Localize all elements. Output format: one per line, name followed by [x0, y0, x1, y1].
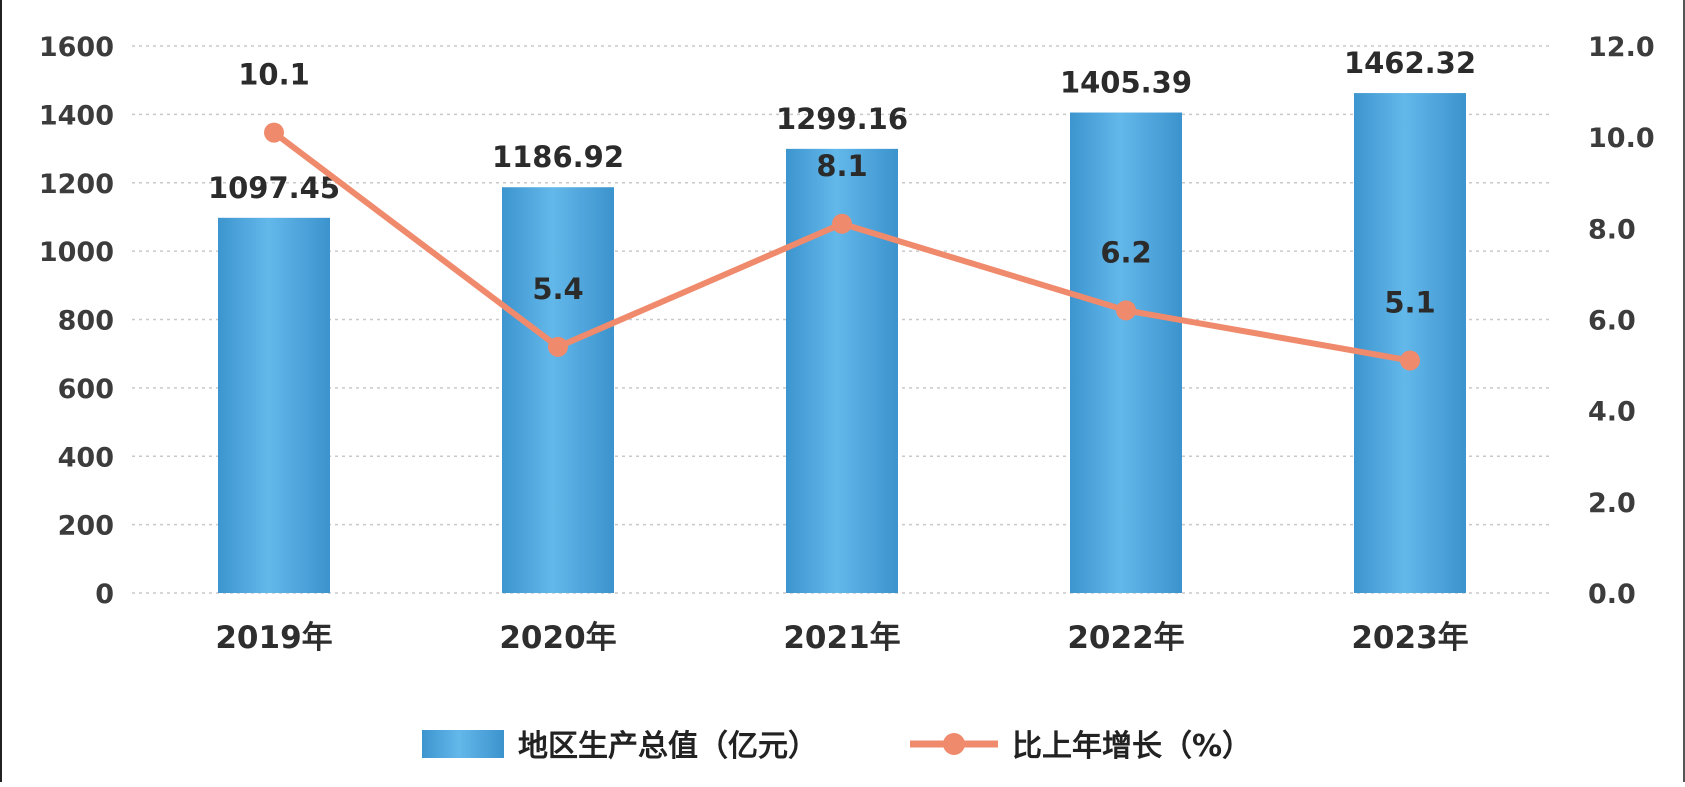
- legend-bar-swatch: [422, 730, 504, 758]
- left-y-axis: 0 200 400 600 800 1000 1200 1400 1600: [39, 32, 114, 610]
- left-tick-label: 1000: [39, 237, 114, 268]
- bar-series: 1097.45 1186.92 1299.16 1405.39 1462.32: [208, 46, 1476, 594]
- line-series: 10.1 5.4 8.1 6.2 5.1: [238, 58, 1436, 371]
- bar-data-label: 1462.32: [1344, 46, 1476, 80]
- left-tick-label: 1400: [39, 100, 114, 131]
- category-label: 2023年: [1351, 620, 1468, 656]
- line-data-label: 5.4: [532, 272, 583, 306]
- left-tick-label: 1200: [39, 169, 114, 200]
- gridlines: [132, 45, 1552, 594]
- line-point: [264, 122, 284, 143]
- bar-data-label: 1186.92: [492, 140, 624, 174]
- right-tick-label: 4.0: [1588, 397, 1636, 428]
- legend-bar-label: 地区生产总值（亿元）: [518, 729, 818, 764]
- left-tick-label: 800: [58, 306, 114, 337]
- category-label: 2021年: [783, 620, 900, 656]
- category-label: 2020年: [499, 620, 616, 656]
- legend: 地区生产总值（亿元） 比上年增长（%）: [422, 729, 1252, 764]
- right-tick-label: 12.0: [1588, 32, 1655, 63]
- bar: [1354, 93, 1466, 594]
- left-tick-label: 0: [95, 579, 114, 610]
- legend-line-marker: [943, 733, 965, 755]
- right-tick-label: 10.0: [1588, 123, 1655, 154]
- bar-data-label: 1405.39: [1060, 66, 1192, 100]
- x-axis: 2019年 2020年 2021年 2022年 2023年: [215, 620, 1468, 656]
- bar: [502, 187, 614, 593]
- right-tick-label: 0.0: [1588, 579, 1636, 610]
- line-data-label: 5.1: [1384, 286, 1435, 320]
- right-tick-label: 2.0: [1588, 488, 1636, 519]
- line-point: [832, 213, 852, 234]
- left-tick-label: 1600: [39, 32, 114, 63]
- legend-line-label: 比上年增长（%）: [1012, 729, 1252, 764]
- line-point: [1116, 300, 1136, 321]
- line-data-label: 6.2: [1100, 235, 1151, 269]
- line-point: [1400, 350, 1420, 371]
- category-label: 2022年: [1067, 620, 1184, 656]
- right-tick-label: 6.0: [1588, 306, 1636, 337]
- right-tick-label: 8.0: [1588, 214, 1636, 245]
- line-data-label: 8.1: [816, 149, 867, 183]
- left-tick-label: 400: [58, 442, 114, 473]
- line-data-label: 10.1: [238, 58, 310, 92]
- line-point: [548, 336, 568, 357]
- category-label: 2019年: [215, 620, 332, 656]
- bar-data-label: 1097.45: [208, 171, 340, 205]
- bar: [1070, 112, 1182, 594]
- bar: [218, 217, 330, 594]
- bar-data-label: 1299.16: [776, 102, 908, 136]
- left-tick-label: 600: [58, 374, 114, 405]
- left-tick-label: 200: [58, 511, 114, 542]
- right-y-axis: 0.0 2.0 4.0 6.0 8.0 10.0 12.0: [1588, 32, 1655, 610]
